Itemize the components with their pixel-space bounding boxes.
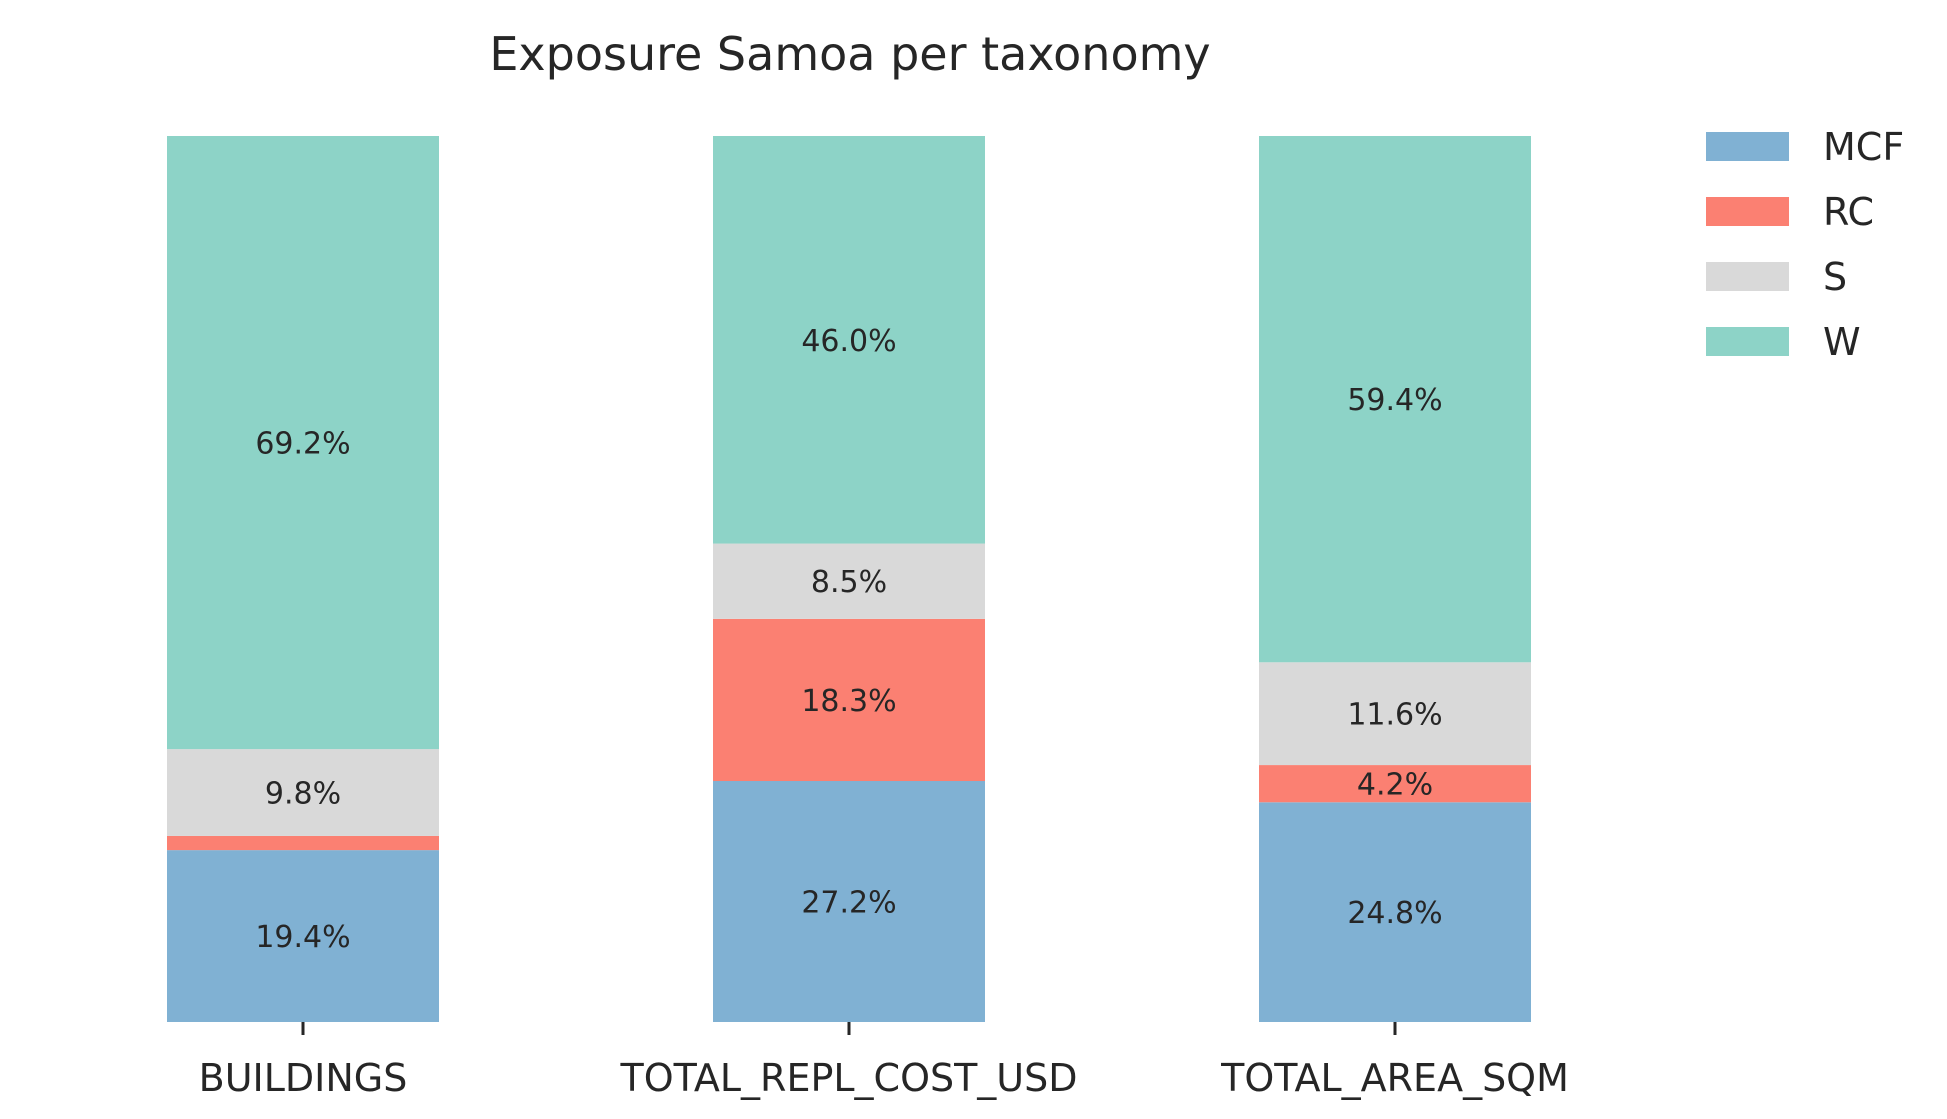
data-label-mcf-buildings: 19.4% [255, 920, 350, 955]
legend-label-mcf: MCF [1823, 125, 1904, 169]
data-label-mcf-total_repl_cost_usd: 27.2% [801, 886, 896, 921]
bar-mcf-total_repl_cost_usd [713, 781, 985, 1022]
legend-label-rc: RC [1823, 190, 1874, 234]
bar-rc-total_repl_cost_usd [713, 618, 985, 782]
chart-title: Exposure Samoa per taxonomy [489, 27, 1210, 81]
x-tick-label: BUILDINGS [199, 1056, 408, 1100]
legend-swatch-rc [1706, 197, 1789, 226]
x-tick-label: TOTAL_AREA_SQM [1220, 1056, 1569, 1100]
legend-swatch-w [1706, 327, 1789, 356]
bar-w-buildings [167, 136, 439, 750]
bar-s-buildings [167, 749, 439, 836]
legend-swatch-s [1706, 262, 1789, 291]
bar-s-total_area_sqm [1259, 662, 1531, 766]
bar-w-total_repl_cost_usd [713, 136, 985, 544]
legend-swatch-mcf [1706, 132, 1789, 161]
bar-s-total_repl_cost_usd [713, 543, 985, 619]
data-label-rc-total_area_sqm: 4.2% [1357, 768, 1433, 803]
data-label-w-total_area_sqm: 59.4% [1347, 383, 1442, 418]
x-axis: BUILDINGS TOTAL_REPL_COST_USD TOTAL_AREA_S… [199, 1022, 1569, 1100]
legend: MCF RC SW [1706, 125, 1904, 364]
bar-rc-total_area_sqm [1259, 765, 1531, 803]
data-label-w-buildings: 69.2% [255, 427, 350, 462]
legend-label-w: W [1823, 320, 1861, 364]
x-tick-label: TOTAL_REPL_COST_USD [619, 1056, 1077, 1100]
bars-group: 19.4% 9.8% 69.2% 27.2% 18.3% 8.5% 46.0% 24.8% 4.… [167, 136, 1531, 1022]
bar-mcf-total_area_sqm [1259, 802, 1531, 1022]
data-label-mcf-total_area_sqm: 24.8% [1347, 896, 1442, 931]
data-label-rc-total_repl_cost_usd: 18.3% [801, 684, 896, 719]
data-label-s-buildings: 9.8% [265, 777, 341, 812]
bar-mcf-buildings [167, 850, 439, 1022]
bar-w-total_area_sqm [1259, 136, 1531, 663]
data-label-w-total_repl_cost_usd: 46.0% [801, 324, 896, 359]
data-label-s-total_area_sqm: 11.6% [1347, 698, 1442, 733]
bar-rc-buildings [167, 835, 439, 851]
data-label-s-total_repl_cost_usd: 8.5% [811, 565, 887, 600]
legend-label-s: S [1823, 255, 1847, 299]
